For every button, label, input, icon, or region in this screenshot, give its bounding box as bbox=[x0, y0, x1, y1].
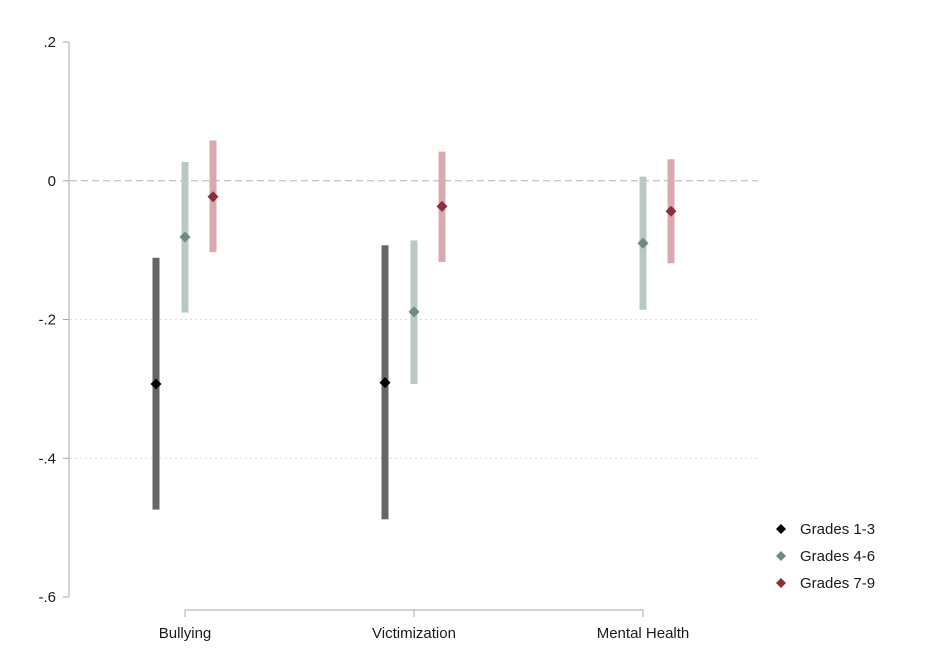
point-estimate-marker bbox=[436, 200, 448, 212]
y-tick-label: -.4 bbox=[38, 450, 56, 467]
axes-layer: .2 0 -.2 -.4 -.6 Bullying Victimization Mental … bbox=[38, 34, 689, 642]
legend-marker bbox=[776, 524, 786, 534]
point-estimate-marker bbox=[150, 378, 162, 390]
y-tick-label: 0 bbox=[48, 173, 56, 190]
point-estimate-marker bbox=[207, 191, 219, 203]
legend-label: Grades 1-3 bbox=[800, 521, 875, 538]
y-tick-label: .2 bbox=[43, 34, 56, 51]
point-estimate-marker bbox=[408, 306, 420, 318]
series-grades-1-3 bbox=[150, 245, 391, 520]
y-tick-label: -.6 bbox=[38, 589, 56, 606]
point-estimate-marker bbox=[637, 237, 649, 249]
legend-label: Grades 4-6 bbox=[800, 548, 875, 565]
x-tick-label: Bullying bbox=[159, 625, 212, 642]
legend-marker bbox=[776, 551, 786, 561]
x-tick-label: Victimization bbox=[372, 625, 456, 642]
series-grades-7-9 bbox=[207, 140, 677, 264]
legend-marker bbox=[776, 578, 786, 588]
legend: Grades 1-3 Grades 4-6 Grades 7-9 bbox=[776, 521, 875, 592]
point-estimate-marker bbox=[379, 377, 391, 389]
series-layer bbox=[150, 140, 677, 520]
legend-label: Grades 7-9 bbox=[800, 575, 875, 592]
x-tick-label: Mental Health bbox=[597, 625, 690, 642]
point-estimate-marker bbox=[179, 231, 191, 243]
point-estimate-marker bbox=[665, 205, 677, 217]
y-tick-label: -.2 bbox=[38, 312, 56, 329]
series-grades-4-6 bbox=[179, 162, 649, 385]
